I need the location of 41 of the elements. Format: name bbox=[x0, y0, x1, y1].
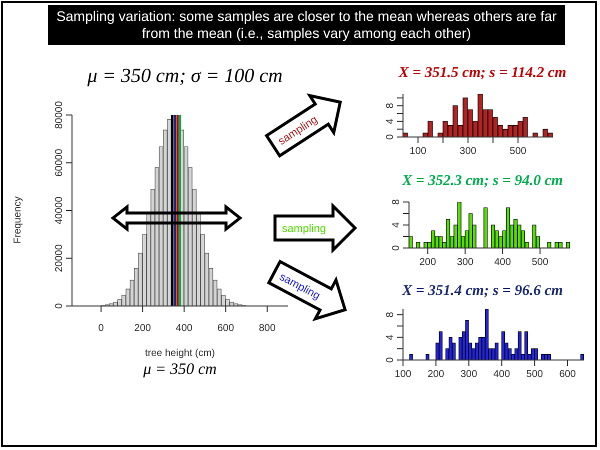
x-tick-label: 400 bbox=[493, 369, 511, 380]
x-tick-label: 300 bbox=[460, 146, 477, 158]
x-tick-label: 0 bbox=[98, 323, 104, 334]
x-tick-label: 500 bbox=[526, 369, 544, 380]
x-tick-label: 300 bbox=[456, 257, 474, 268]
y-tick-label: 60000 bbox=[54, 148, 65, 177]
y-tick-label: 8 bbox=[391, 198, 402, 205]
x-axis-title: tree height (cm) bbox=[144, 348, 216, 359]
y-tick-label: 0 bbox=[385, 134, 396, 140]
annotation: sampling bbox=[282, 223, 326, 235]
y-tick-label: 4 bbox=[385, 334, 396, 340]
x-tick-label: 200 bbox=[428, 369, 445, 380]
x-tick-label: 500 bbox=[510, 146, 527, 158]
y-tick-label: 40000 bbox=[54, 196, 65, 224]
y-tick-label: 4 bbox=[385, 118, 396, 124]
chart-title: Sampling variation: some samples are closer to the mean whereas others are far from the mean (i.e., samples vary among each other) bbox=[48, 5, 565, 45]
chart-subtitle: μ = 350 cm; σ = 100 cm bbox=[86, 65, 284, 88]
x-tick-label: 400 bbox=[494, 257, 512, 268]
x-tick-label: 400 bbox=[176, 323, 193, 334]
y-tick-label: 0 bbox=[391, 244, 402, 251]
chart-title: X = 352.3 cm; s = 94.0 cm bbox=[400, 173, 564, 190]
y-tick-label: 8 bbox=[385, 311, 396, 318]
x-tick-label: 100 bbox=[394, 369, 412, 380]
x-tick-label: 800 bbox=[258, 323, 276, 334]
x-tick-label: 200 bbox=[134, 323, 152, 334]
x-tick-label: 200 bbox=[419, 257, 436, 268]
y-tick-label: 20000 bbox=[54, 244, 65, 272]
x-tick-label: 500 bbox=[532, 257, 549, 268]
y-tick-label: 0 bbox=[385, 356, 396, 363]
x-tick-label: 300 bbox=[460, 369, 478, 380]
chart-title: X = 351.4 cm; s = 96.6 cm bbox=[400, 283, 564, 300]
y-tick-label: 8 bbox=[385, 102, 396, 109]
x-tick-label: 600 bbox=[559, 369, 576, 380]
x-tick-label: 100 bbox=[410, 146, 427, 158]
x-tick-label: 600 bbox=[217, 323, 234, 334]
y-axis-title: Frequency bbox=[12, 196, 24, 244]
chart-title: X = 351.5 cm; s = 114.2 cm bbox=[397, 65, 568, 82]
y-tick-label: 4 bbox=[391, 222, 402, 228]
y-tick-label: 0 bbox=[54, 302, 65, 309]
text: μ = 350 cm bbox=[142, 361, 218, 379]
y-tick-label: 80000 bbox=[54, 100, 65, 129]
